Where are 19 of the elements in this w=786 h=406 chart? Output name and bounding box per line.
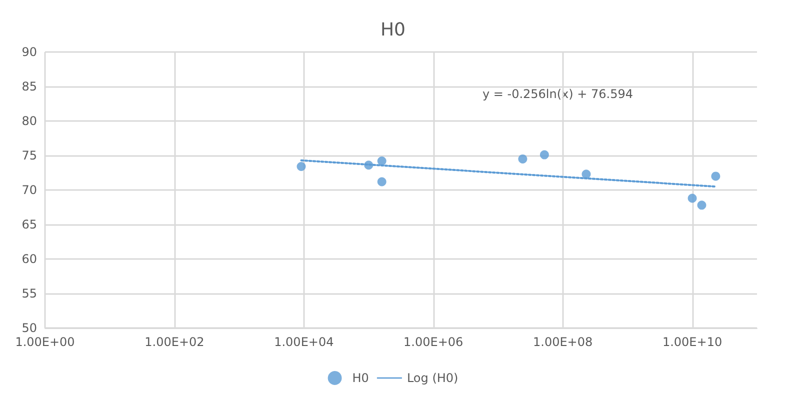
- legend-label: Log (H0): [406, 371, 458, 385]
- y-tick-label: 55: [22, 286, 37, 300]
- y-tick-label: 50: [22, 321, 37, 335]
- x-tick-label: 1.00E+00: [15, 335, 75, 349]
- x-tick-label: 1.00E+08: [533, 335, 593, 349]
- x-tick-label: 1.00E+02: [144, 335, 204, 349]
- y-tick-label: 80: [22, 114, 37, 128]
- legend-label: H0: [352, 371, 369, 385]
- y-tick-label: 70: [22, 183, 37, 197]
- annotation: y = -0.256ln(x) + 76.594: [482, 87, 633, 101]
- y-tick-label: 60: [22, 252, 37, 266]
- y-tick-label: 75: [22, 148, 37, 162]
- x-tick-label: 1.00E+06: [404, 335, 464, 349]
- y-tick-label: 85: [22, 80, 37, 94]
- chart-title: H0: [380, 20, 406, 40]
- y-tick-label: 65: [22, 218, 37, 232]
- y-tick-label: 90: [22, 45, 37, 59]
- x-tick-label: 1.00E+04: [274, 335, 334, 349]
- x-tick-label: 1.00E+10: [662, 335, 722, 349]
